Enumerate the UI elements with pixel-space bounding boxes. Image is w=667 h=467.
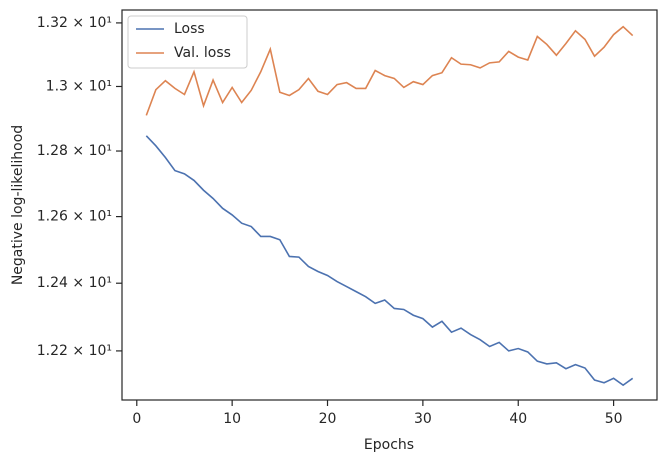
y-tick-label: 1.24 × 10¹ (37, 275, 112, 291)
x-tick-label: 30 (414, 411, 432, 427)
legend-label: Loss (174, 21, 205, 37)
data-line (145, 135, 634, 387)
x-tick-label: 10 (223, 411, 241, 427)
data-line (145, 25, 634, 116)
y-tick-label: 1.3 × 10¹ (46, 78, 112, 94)
y-tick-label: 1.26 × 10¹ (37, 209, 112, 225)
x-tick-label: 50 (605, 411, 623, 427)
y-tick-label: 1.32 × 10¹ (37, 15, 112, 31)
plot-frame (121, 9, 658, 401)
y-tick-label: 1.22 × 10¹ (37, 343, 112, 359)
y-axis-label: Negative log-likelihood (10, 125, 26, 285)
x-tick-label: 40 (509, 411, 527, 427)
x-tick-label: 20 (319, 411, 337, 427)
legend-label: Val. loss (174, 45, 231, 61)
y-tick-label: 1.28 × 10¹ (37, 143, 112, 159)
x-axis-label: Epochs (364, 437, 414, 453)
x-tick-label: 0 (132, 411, 141, 427)
